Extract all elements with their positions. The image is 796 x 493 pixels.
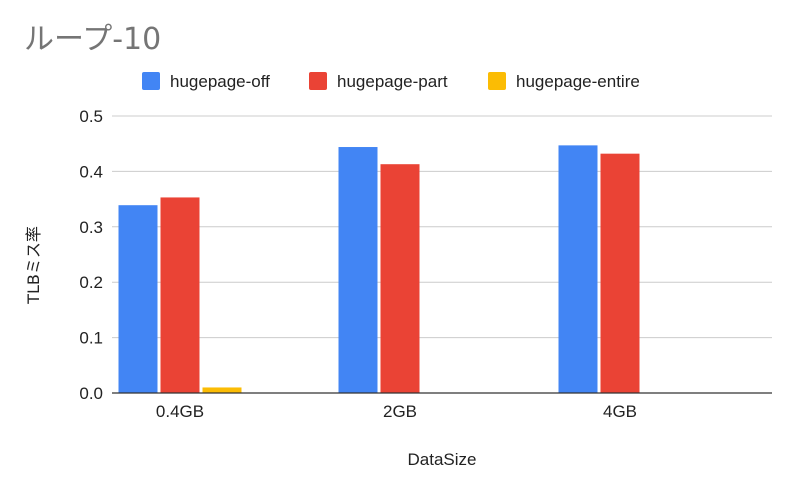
bar-hugepage-part-2GB bbox=[380, 164, 420, 393]
y-tick-label: 0.3 bbox=[79, 218, 103, 237]
legend-label: hugepage-part bbox=[337, 72, 448, 91]
x-axis-ticks: 0.4GB 2GB 4GB bbox=[156, 402, 637, 421]
bar-hugepage-part-4GB bbox=[600, 153, 640, 393]
legend-label: hugepage-off bbox=[170, 72, 270, 91]
y-tick-label: 0.2 bbox=[79, 273, 103, 292]
y-tick-label: 0.1 bbox=[79, 329, 103, 348]
bar-hugepage-part-0.4GB bbox=[160, 197, 200, 393]
chart-title: ループ-10 bbox=[24, 22, 162, 57]
legend: hugepage-off hugepage-part hugepage-entire bbox=[142, 72, 640, 91]
bar-hugepage-off-4GB bbox=[558, 145, 598, 393]
legend-swatch bbox=[142, 72, 160, 90]
gridlines bbox=[112, 115, 772, 339]
bar-hugepage-off-0.4GB bbox=[118, 205, 158, 393]
x-axis-label: DataSize bbox=[408, 450, 477, 469]
y-tick-label: 0.4 bbox=[79, 162, 103, 181]
x-tick-label: 4GB bbox=[603, 402, 637, 421]
bar-hugepage-entire-0.4GB bbox=[202, 387, 242, 393]
y-tick-label: 0.5 bbox=[79, 107, 103, 126]
x-tick-label: 0.4GB bbox=[156, 402, 204, 421]
y-axis-label: TLBミス率 bbox=[24, 226, 43, 305]
x-tick-label: 2GB bbox=[383, 402, 417, 421]
legend-label: hugepage-entire bbox=[516, 72, 640, 91]
bars bbox=[118, 145, 640, 393]
legend-swatch bbox=[488, 72, 506, 90]
legend-swatch bbox=[309, 72, 327, 90]
y-tick-label: 0.0 bbox=[79, 384, 103, 403]
bar-hugepage-off-2GB bbox=[338, 147, 378, 393]
y-axis-ticks: 0.0 0.1 0.2 0.3 0.4 0.5 bbox=[79, 107, 103, 403]
